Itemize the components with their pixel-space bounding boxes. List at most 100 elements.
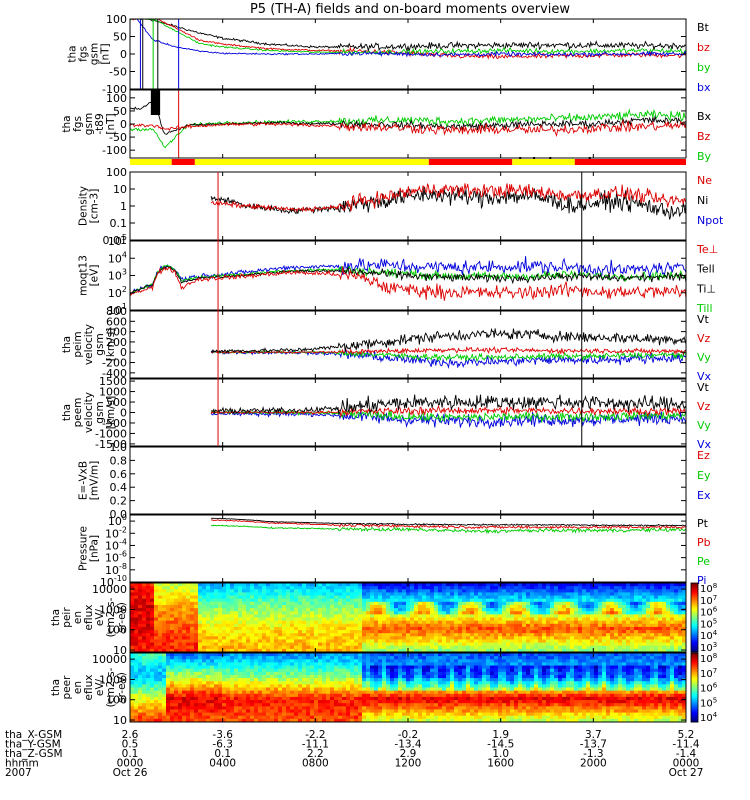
spectrogram-cell [234,693,239,698]
spectrogram-cell [386,662,391,667]
colorbar-swatch [691,589,698,593]
spectrogram-cell [650,636,655,641]
spectrogram-cell [550,645,555,650]
spectrogram-cell [334,626,339,631]
spectrogram-cell [142,653,147,657]
spectrogram-cell [246,617,251,622]
spectrogram-cell [302,653,307,657]
spectrogram-cell [210,668,215,673]
legend-label: Vy [697,351,711,364]
spectrogram-cell [582,639,587,644]
spectrogram-cell [582,595,587,600]
spectrogram-cell [434,595,439,600]
spectrogram-cell [342,662,347,667]
spectrogram-cell [278,671,283,676]
spectrogram-cell [154,693,159,698]
spectrogram-cell [286,718,291,722]
spectrogram-cell [594,642,599,647]
spectrogram-cell [402,703,407,707]
spectrogram-cell [338,706,343,711]
spectrogram-cell [286,604,291,609]
spectrogram-cell [378,653,383,657]
spectrogram-cell [390,696,395,701]
spectrogram-cell [350,671,355,676]
spectrogram-cell [274,671,279,676]
spectrogram-cell [186,665,191,670]
spectrogram-cell [322,595,327,600]
spectrogram-cell [490,604,495,609]
spectrogram-cell [298,645,303,650]
spectrogram-cell [590,611,595,615]
spectrogram-cell [482,583,487,587]
spectrogram-cell [370,608,375,612]
spectrogram-cell [190,620,195,625]
spectrogram-cell [422,630,427,634]
spectrogram-cell [414,586,419,590]
spectrogram-cell [310,662,315,667]
spectrogram-cell [402,648,407,652]
spectrogram-cell [366,662,371,667]
spectrogram-cell [178,645,183,650]
spectrogram-cell [566,614,571,619]
spectrogram-cell [358,665,363,670]
spectrogram-cell [394,592,399,597]
spectrogram-cell [246,601,251,606]
spectrogram-cell [298,639,303,644]
spectrogram-cell [346,715,351,720]
spectrogram-cell [298,636,303,641]
spectrogram-cell [602,617,607,622]
spectrogram-cell [350,687,355,692]
spectrogram-cell [422,623,427,628]
spectrogram-cell [222,642,227,647]
spectrogram-cell [382,687,387,692]
spectrogram-cell [482,595,487,600]
spectrogram-cell [234,626,239,631]
legend-label: Vy [697,419,711,432]
spectrogram-cell [142,648,147,652]
spectrogram-cell [190,614,195,619]
spectrogram-cell [194,703,199,707]
spectrogram-cell [270,700,275,704]
spectrogram-cell [382,595,387,600]
spectrogram-cell [370,583,375,587]
spectrogram-cell [134,636,139,641]
spectrogram-cell [138,617,143,622]
spectrogram-cell [162,611,167,615]
spectrogram-cell [134,598,139,603]
spectrogram-cell [402,696,407,701]
spectrogram-cell [190,696,195,701]
spectrogram-cell [290,598,295,603]
spectrogram-cell [682,614,686,619]
spectrogram-cell [350,583,355,587]
spectrogram-cell [402,668,407,673]
spectrogram-cell [218,595,223,600]
spectrogram-cell [498,614,503,619]
spectrogram-cell [538,592,543,597]
spectrogram-cell [390,642,395,647]
spectrogram-cell [234,623,239,628]
spectrogram-cell [646,586,651,590]
spectrogram-cell [354,586,359,590]
spectrogram-cell [614,608,619,612]
spectrogram-cell [678,648,683,652]
spectrogram-cell [202,592,207,597]
spectrogram-cell [402,645,407,650]
spectrogram-cell [270,684,275,689]
spectrogram-cell [662,586,667,590]
y-tick-label-base: 10 [105,527,119,540]
spectrogram-cell [190,598,195,603]
spectrogram-cell [346,583,351,587]
spectrogram-cell [410,665,415,670]
spectrogram-cell [606,620,611,625]
spectrogram-cell [658,595,663,600]
spectrogram-cell [174,601,179,606]
spectrogram-cell [366,623,371,628]
spectrogram-cell [302,601,307,606]
spectrogram-cell [366,715,371,720]
series-electron_velocity-Vt [211,394,686,415]
spectrogram-cell [650,608,655,612]
spectrogram-cell [522,645,527,650]
spectrogram-cell [246,656,251,660]
spectrogram-cell [526,586,531,590]
